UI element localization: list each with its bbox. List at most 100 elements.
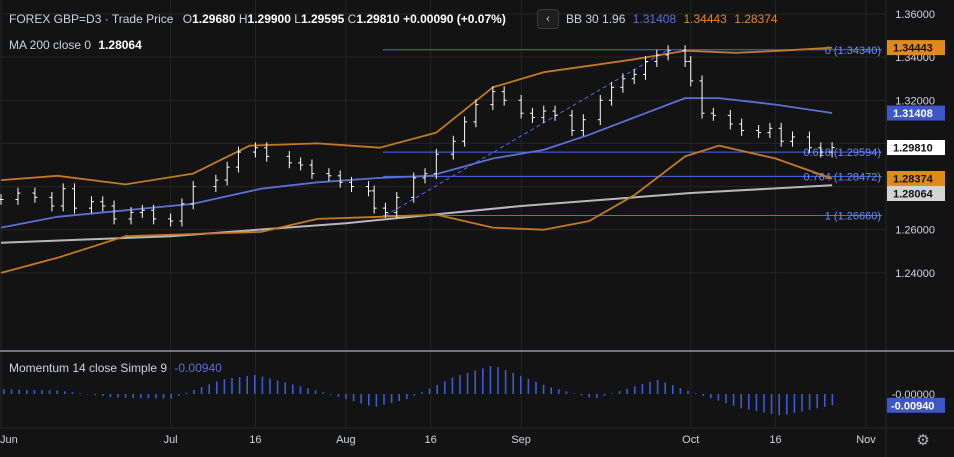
legend-high-value: 1.29900 [247,12,291,26]
legend-close-value: 1.29810 [356,12,400,26]
price-bar [337,170,343,188]
trend-line [385,49,669,216]
price-bar [580,114,586,136]
price-bar [631,69,637,85]
legend-bb-lower: 1.28374 [734,12,778,26]
price-bar [756,125,762,139]
legend-bb-label: BB 30 1.96 [566,12,626,26]
legend-ma-label: MA 200 close 0 [9,38,92,52]
price-bar [473,99,479,128]
x-tick-label-8: Nov [856,434,876,446]
legend-bb-mid: 1.31408 [632,12,677,26]
price-bar [394,191,400,218]
legend-main: FOREX GBP=D3 · Trade Price O1.29680 H1.2… [9,12,506,26]
price-bar [609,81,615,106]
legend-open-value: 1.29680 [192,12,236,26]
price-bar [235,146,241,173]
price-bar [264,142,270,162]
legend-close-key: C [347,12,357,26]
price-bar [682,45,688,67]
price-bar [71,183,77,214]
price-tag-bg-4 [887,186,945,202]
price-bar [190,181,196,210]
price-bar [699,75,705,119]
momentum-tag-bg [887,397,945,413]
price-bar [806,131,812,154]
legend-change: +0.00090 (+0.07%) [403,12,506,26]
legend-bb: BB 30 1.96 1.31408 1.34443 1.28374 [566,12,778,26]
price-tag-bg-2 [887,140,945,156]
price-bar [654,49,660,67]
price-bar [433,148,439,180]
price-bar [597,94,603,126]
price-tag-bg-0 [887,40,945,56]
legend-ma-value: 1.28064 [98,38,142,52]
price-bar [790,131,796,147]
price-tag-bg-1 [887,105,945,121]
price-bar [552,105,558,121]
x-tick-label-5: Sep [511,434,531,446]
price-bar [309,159,315,180]
fib-label-0: 0 (1.34340) [825,45,881,57]
price-bar [411,172,417,203]
price-bar [450,135,456,160]
price-bar [382,202,388,218]
price-bar [665,45,671,61]
price-bar [818,142,824,158]
price-bar [100,196,106,212]
x-tick-label-1: Jul [164,434,178,446]
settings-button[interactable]: ⚙ [914,432,932,450]
y-tick-label-2: 1.32000 [895,95,935,107]
price-tag-bg-3 [887,171,945,187]
gear-icon: ⚙ [916,432,930,449]
price-bar [620,73,626,93]
price-bar [778,122,784,147]
price-bar [349,176,355,192]
price-bar [224,161,230,186]
price-bar [688,56,694,87]
price-bar [462,116,468,147]
price-bar [252,142,258,158]
price-bar [501,86,507,106]
price-bar [569,109,575,136]
bb-lower-line [0,144,833,274]
price-bar [139,204,145,218]
price-bar [710,107,716,121]
collapse-legend-button[interactable]: ‹ [537,9,559,29]
x-tick-label-0: Jun [0,434,18,446]
price-bar [767,122,773,139]
legend-momentum-label: Momentum 14 close Simple 9 [9,361,168,375]
price-bar [286,150,292,169]
legend-symbol: FOREX GBP=D3 [9,12,102,26]
legend-low-key: L [294,12,301,26]
legend-low-value: 1.29595 [300,12,345,26]
price-bar [0,194,4,205]
legend-separator: · [104,12,109,26]
legend-momentum-value: -0.00940 [174,361,222,375]
legend-high-key: H [238,12,248,26]
x-tick-label-6: Oct [682,434,699,446]
chevron-left-icon: ‹ [546,13,550,25]
price-tag-ma200: 1.28064 [893,189,934,201]
price-bar [365,181,371,197]
x-tick-label-3: Aug [336,434,356,446]
fib-label-1: 0.618 (1.29594) [803,147,881,159]
price-bar [739,118,745,136]
price-bar [643,56,649,80]
bb-upper-line [0,46,833,186]
momentum-last-tag: -0.00940 [891,400,934,412]
price-bar [60,183,66,212]
price-bar [111,200,117,225]
price-bar [727,109,733,130]
price-bar [518,94,524,119]
x-tick-label-7: 16 [769,434,781,446]
y-tick-label-0: 1.36000 [895,9,935,21]
price-bar [128,207,134,225]
price-tag-bb_upper: 1.34443 [893,43,933,55]
price-bar [88,196,94,214]
price-bar [15,187,21,205]
price-bar [541,105,547,123]
legend-subtitle: Trade Price [111,12,174,26]
